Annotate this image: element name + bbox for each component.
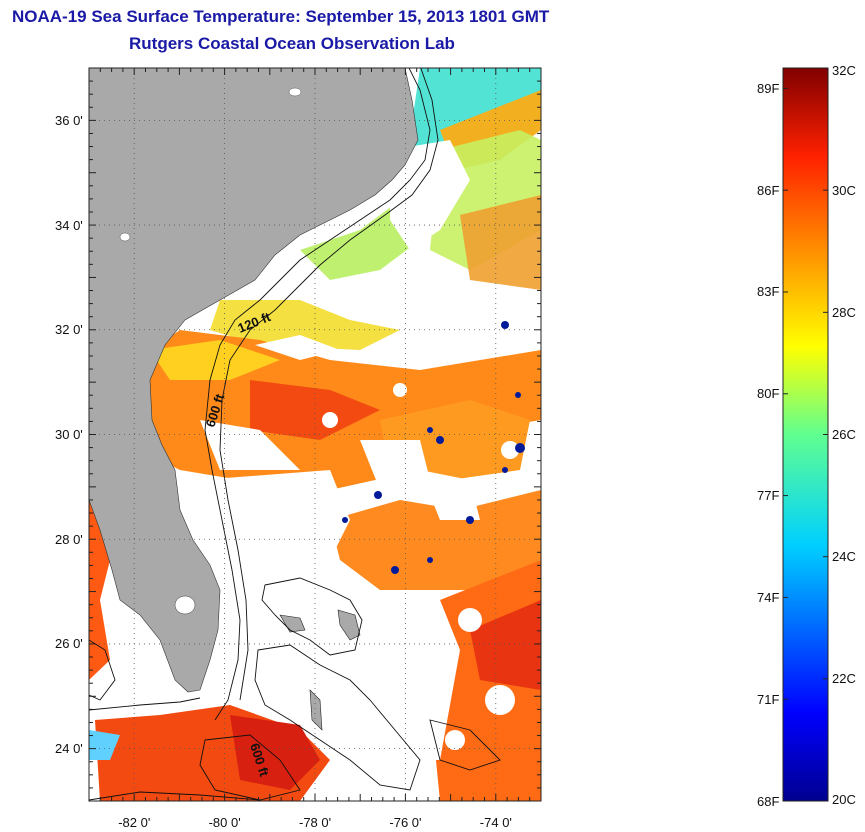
colorbar-celsius-label: 24C <box>832 549 856 565</box>
map-subtitle: Rutgers Coastal Ocean Observation Lab <box>129 34 455 53</box>
lat-tick-label: 26 0' <box>55 636 83 652</box>
cloud-patches <box>120 140 519 760</box>
colorbar-celsius-label: 32C <box>832 62 856 78</box>
colorbar-celsius-label: 22C <box>832 671 856 687</box>
colorbar-fahrenheit-label: 83F <box>757 284 780 300</box>
colorbar-fahrenheit-label: 80F <box>757 386 780 402</box>
lon-tick-label: -82 0' <box>118 815 151 830</box>
map-grid <box>89 68 541 801</box>
colorbar-fahrenheit-label: 77F <box>757 488 780 504</box>
land-us-east-coast <box>89 68 419 693</box>
colorbar-fahrenheit-label: 89F <box>757 80 780 96</box>
lon-tick-label: -80 0' <box>208 815 241 830</box>
colorbar-celsius-label: 20C <box>832 791 856 807</box>
lat-tick-label: 34 0' <box>55 217 83 233</box>
colorbar-celsius-label: 26C <box>832 427 856 442</box>
cold-patches <box>342 321 525 574</box>
frame-ticks <box>88 67 542 802</box>
colorbar-celsius-label: 28C <box>832 304 856 320</box>
lon-tick-label: -74 0' <box>479 815 512 830</box>
colorbar-fahrenheit-label: 68F <box>757 793 780 809</box>
lon-tick-label: -76 0' <box>389 815 422 830</box>
colorbar-fahrenheit-label: 74F <box>757 589 780 605</box>
lat-tick-label: 30 0' <box>55 427 83 442</box>
lat-tick-label: 28 0' <box>55 531 83 547</box>
lat-tick-label: 32 0' <box>55 322 83 338</box>
lat-tick-label: 24 0' <box>55 741 83 757</box>
colorbar-ticks <box>783 67 828 802</box>
lat-tick-label: 36 0' <box>55 112 83 128</box>
colorbar-fahrenheit-label: 86F <box>757 182 780 198</box>
lon-tick-label: -78 0' <box>299 815 332 830</box>
map-title: NOAA-19 Sea Surface Temperature: Septemb… <box>12 7 550 26</box>
colorbar <box>782 67 829 802</box>
bathymetry-contours <box>89 68 501 801</box>
colorbar-celsius-label: 30C <box>832 182 856 198</box>
colorbar-fahrenheit-label: 71F <box>757 691 780 707</box>
bahamas-islands <box>279 609 361 731</box>
